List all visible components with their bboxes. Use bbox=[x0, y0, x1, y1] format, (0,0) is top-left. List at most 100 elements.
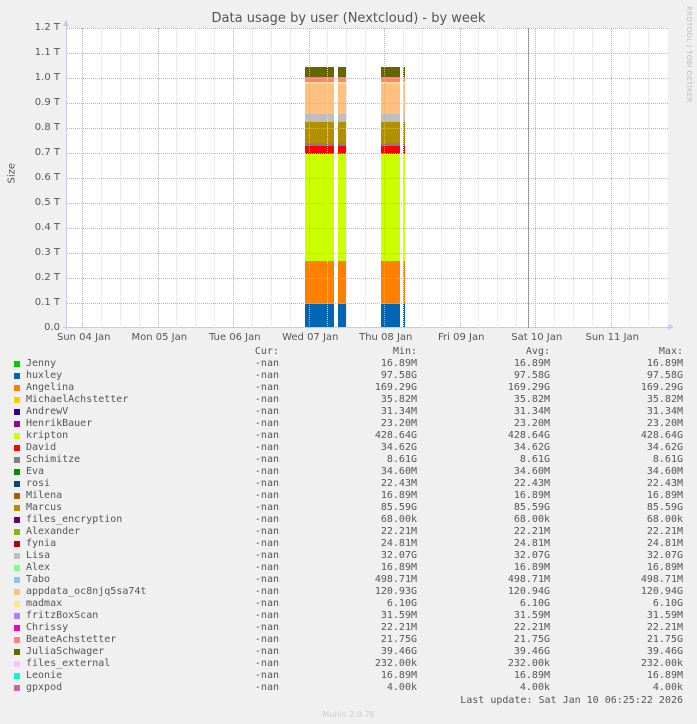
legend-row: JuliaSchwager -nan 39.46G 39.46G 39.46G bbox=[0, 646, 697, 658]
legend-min: 24.81M bbox=[380, 538, 417, 549]
legend-cur: -nan bbox=[254, 466, 279, 477]
legend-avg: 169.29G bbox=[507, 382, 550, 393]
legend-cur: -nan bbox=[254, 634, 279, 645]
legend-swatch-icon bbox=[14, 649, 20, 655]
legend-name: fynia bbox=[26, 538, 57, 549]
y-axis bbox=[66, 24, 67, 330]
legend-max: 16.89M bbox=[646, 358, 683, 369]
legend-avg: 32.07G bbox=[513, 550, 550, 561]
y-tick-label: 0.2 T bbox=[34, 272, 60, 283]
legend-header-max: Max: bbox=[658, 346, 683, 357]
legend-header-cur: Cur: bbox=[254, 346, 279, 357]
legend-swatch-icon bbox=[14, 625, 20, 631]
legend-name: AndrewV bbox=[26, 406, 69, 417]
stacked-bar bbox=[338, 66, 346, 328]
y-tick-label: 0.8 T bbox=[34, 122, 60, 133]
legend-row: Marcus -nan 85.59G 85.59G 85.59G bbox=[0, 502, 697, 514]
legend-min: 22.21M bbox=[380, 622, 417, 633]
x-tick-label: Fri 09 Jan bbox=[438, 332, 485, 343]
legend-avg: 8.61G bbox=[519, 454, 550, 465]
legend-cur: -nan bbox=[254, 598, 279, 609]
bar-segment-angelina bbox=[403, 261, 405, 304]
h-gridline bbox=[67, 178, 668, 179]
legend-row: files_external -nan 232.00k 232.00k 232.00k bbox=[0, 658, 697, 670]
bar-segment-schimitze bbox=[305, 143, 334, 146]
legend-name: BeateAchstetter bbox=[26, 634, 117, 645]
v-gridline bbox=[214, 28, 216, 328]
legend-min: 21.75G bbox=[380, 634, 417, 645]
bar-segment-schimitze bbox=[338, 143, 346, 146]
legend-min: 34.62G bbox=[380, 442, 417, 453]
legend-row: BeateAchstetter -nan 21.75G 21.75G 21.75G bbox=[0, 634, 697, 646]
legend-row: fynia -nan 24.81M 24.81M 24.81M bbox=[0, 538, 697, 550]
y-tick-label: 0.6 T bbox=[34, 172, 60, 183]
legend-swatch-icon bbox=[14, 553, 20, 559]
legend-min: 16.89M bbox=[380, 490, 417, 501]
legend-max: 16.89M bbox=[646, 670, 683, 681]
legend-name: Marcus bbox=[26, 502, 63, 513]
legend-row: Milena -nan 16.89M 16.89M 16.89M bbox=[0, 490, 697, 502]
bar-segment-angelina bbox=[338, 261, 346, 304]
legend-row: Lisa -nan 32.07G 32.07G 32.07G bbox=[0, 550, 697, 562]
x-tick-label: Sat 10 Jan bbox=[511, 332, 563, 343]
legend-max: 8.61G bbox=[652, 454, 683, 465]
legend-row: Jenny -nan 16.89M 16.89M 16.89M bbox=[0, 358, 697, 370]
legend-cur: -nan bbox=[254, 646, 279, 657]
legend-cur: -nan bbox=[254, 586, 279, 597]
v-gridline bbox=[289, 28, 291, 328]
bar-segment-kripton bbox=[305, 154, 334, 262]
legend-swatch-icon bbox=[14, 397, 20, 403]
h-gridline bbox=[67, 303, 668, 304]
legend-avg: 24.81M bbox=[513, 538, 550, 549]
legend-cur: -nan bbox=[254, 670, 279, 681]
legend-swatch-icon bbox=[14, 421, 20, 427]
last-update: Last update: Sat Jan 10 06:25:22 2026 bbox=[460, 695, 683, 706]
y-tick-label: 1.1 T bbox=[34, 47, 60, 58]
x-tick-label: Thu 08 Jan bbox=[359, 332, 413, 343]
legend-avg: 21.75G bbox=[513, 634, 550, 645]
legend-max: 34.60M bbox=[646, 466, 683, 477]
legend-cur: -nan bbox=[254, 622, 279, 633]
x-tick-label: Sun 04 Jan bbox=[56, 332, 111, 343]
legend-name: files_external bbox=[26, 658, 111, 669]
x-axis bbox=[63, 327, 671, 328]
legend-name: kripton bbox=[26, 430, 69, 441]
legend-max: 16.89M bbox=[646, 562, 683, 573]
legend-swatch-icon bbox=[14, 637, 20, 643]
bar-segment-angelina bbox=[305, 261, 334, 304]
legend-max: 232.00k bbox=[640, 658, 683, 669]
bar-segment-huxley bbox=[381, 303, 400, 328]
v-gridline bbox=[270, 28, 272, 328]
legend-swatch-icon bbox=[14, 565, 20, 571]
legend-name: rosi bbox=[26, 478, 51, 489]
legend-max: 32.07G bbox=[646, 550, 683, 561]
legend-row: Eva -nan 34.60M 34.60M 34.60M bbox=[0, 466, 697, 478]
bar-segment-beateachstetter bbox=[403, 76, 405, 83]
legend-name: Tabo bbox=[26, 574, 51, 585]
legend-max: 169.29G bbox=[640, 382, 683, 393]
legend-header-min: Min: bbox=[392, 346, 417, 357]
legend-swatch-icon bbox=[14, 517, 20, 523]
bar-segment-david bbox=[338, 145, 346, 155]
legend-row: madmax -nan 6.10G 6.10G 6.10G bbox=[0, 598, 697, 610]
legend-max: 22.21M bbox=[646, 622, 683, 633]
legend-min: 34.60M bbox=[380, 466, 417, 477]
legend-min: 31.34M bbox=[380, 406, 417, 417]
legend-avg: 97.58G bbox=[513, 370, 550, 381]
legend-min: 31.59M bbox=[380, 610, 417, 621]
legend-max: 97.58G bbox=[646, 370, 683, 381]
bar-segment-marcus bbox=[403, 121, 405, 144]
legend-max: 4.00k bbox=[652, 682, 683, 693]
y-tick-label: 0.7 T bbox=[34, 147, 60, 158]
legend-swatch-icon bbox=[14, 601, 20, 607]
legend-avg: 6.10G bbox=[519, 598, 550, 609]
legend-row: huxley -nan 97.58G 97.58G 97.58G bbox=[0, 370, 697, 382]
legend-avg: 16.89M bbox=[513, 490, 550, 501]
bar-segment-appdata_oc8njq5sa74t bbox=[338, 83, 346, 114]
v-gridline bbox=[516, 28, 518, 328]
h-gridline bbox=[67, 253, 668, 254]
bar-segment-david bbox=[305, 145, 334, 155]
legend-name: Jenny bbox=[26, 358, 57, 369]
legend-name: Leonie bbox=[26, 670, 63, 681]
legend-row: Leonie -nan 16.89M 16.89M 16.89M bbox=[0, 670, 697, 682]
